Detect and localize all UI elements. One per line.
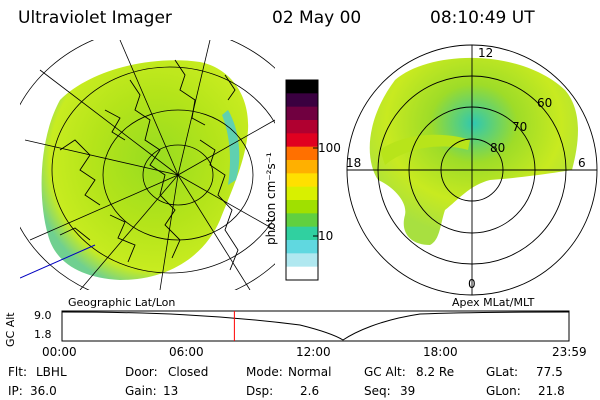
mlt-label-0: 0 <box>468 277 476 291</box>
glat-value: 77.5 <box>536 365 563 379</box>
mlt-label-18: 18 <box>346 156 362 170</box>
colorbar-band <box>286 240 318 254</box>
mlt-label-6: 6 <box>578 156 586 170</box>
filter-value: LBHL <box>36 365 67 379</box>
glon-label: GLon: <box>486 384 521 398</box>
geographic-map <box>20 40 275 290</box>
glat-label: GLat: <box>486 365 519 379</box>
aurora-oval-bright <box>380 134 470 165</box>
colorbar-band <box>286 226 318 241</box>
altitude-timeline <box>61 310 570 342</box>
glon-value: 21.8 <box>538 384 565 398</box>
instrument-title: Ultraviolet Imager <box>18 8 172 28</box>
colorbar-band <box>286 186 318 201</box>
seq-value: 39 <box>400 384 416 398</box>
mode-value: Normal <box>288 365 332 379</box>
colorbar-unit-label: photon cm⁻²s⁻¹ <box>264 152 278 245</box>
aurora-emission-left-outer <box>222 110 240 185</box>
colorbar-band <box>286 200 318 214</box>
gcalt-value: 8.2 Re <box>416 365 455 379</box>
colorbar-frame <box>285 79 319 281</box>
mlt-label-12: 12 <box>478 46 494 60</box>
magnetic-caption: Apex MLat/MLT <box>452 296 535 309</box>
coastlines <box>59 59 239 271</box>
timeline-xtick-0600: 06:00 <box>169 345 204 359</box>
colorbar-band <box>286 160 318 174</box>
colorbar-band <box>286 93 318 108</box>
gain-value: 13 <box>163 384 179 398</box>
date-label: 02 May 00 <box>272 8 362 28</box>
color-bar <box>285 79 319 281</box>
aurora-emission-left <box>41 60 249 280</box>
mlat-label-70: 70 <box>512 120 528 134</box>
geographic-caption: Geographic Lat/Lon <box>68 296 176 309</box>
colorbar-band <box>286 253 318 268</box>
timeline-xtick-1200: 12:00 <box>296 345 331 359</box>
timeline-ytick-high: 9.0 <box>34 309 52 322</box>
ip-label: IP: <box>8 384 23 398</box>
filter-label: Flt: <box>8 365 27 379</box>
colorbar-band <box>286 266 318 281</box>
dsp-label: Dsp: <box>246 384 274 398</box>
time-label: 08:10:49 UT <box>430 8 535 28</box>
altitude-curve <box>61 311 570 341</box>
colorbar-band <box>286 120 318 134</box>
colorbar-band <box>286 146 318 161</box>
colorbar-band <box>286 80 318 94</box>
colorbar-tick-10: 10 <box>318 229 334 243</box>
terminator-line <box>20 244 96 279</box>
colorbar-band <box>286 173 318 188</box>
timeline-xtick-1800: 18:00 <box>423 345 458 359</box>
mode-label: Mode: <box>246 365 283 379</box>
ip-value: 36.0 <box>30 384 57 398</box>
colorbar-band <box>286 213 318 228</box>
gcalt-label: GC Alt: <box>364 365 406 379</box>
seq-label: Seq: <box>364 384 391 398</box>
colorbar-band <box>286 106 318 121</box>
magnetic-polar-map <box>346 44 598 296</box>
timeline-xtick-0000: 00:00 <box>42 345 77 359</box>
gain-label: Gain: <box>125 384 157 398</box>
colorbar-tick-100: 100 <box>318 141 341 155</box>
lat-lon-grid <box>20 40 275 290</box>
timeline-xtick-2359: 23:59 <box>552 345 587 359</box>
timeline-ytick-low: 1.8 <box>34 328 52 341</box>
mlat-label-80: 80 <box>490 141 506 155</box>
dsp-value: 2.6 <box>300 384 320 398</box>
timeline-axis-label: GC Alt <box>4 312 17 347</box>
timeline-frame <box>61 310 570 342</box>
door-label: Door: <box>125 365 158 379</box>
aurora-emission-right <box>369 57 578 245</box>
colorbar-band <box>286 133 318 148</box>
mlat-label-60: 60 <box>537 96 553 110</box>
door-value: Closed <box>168 365 209 379</box>
